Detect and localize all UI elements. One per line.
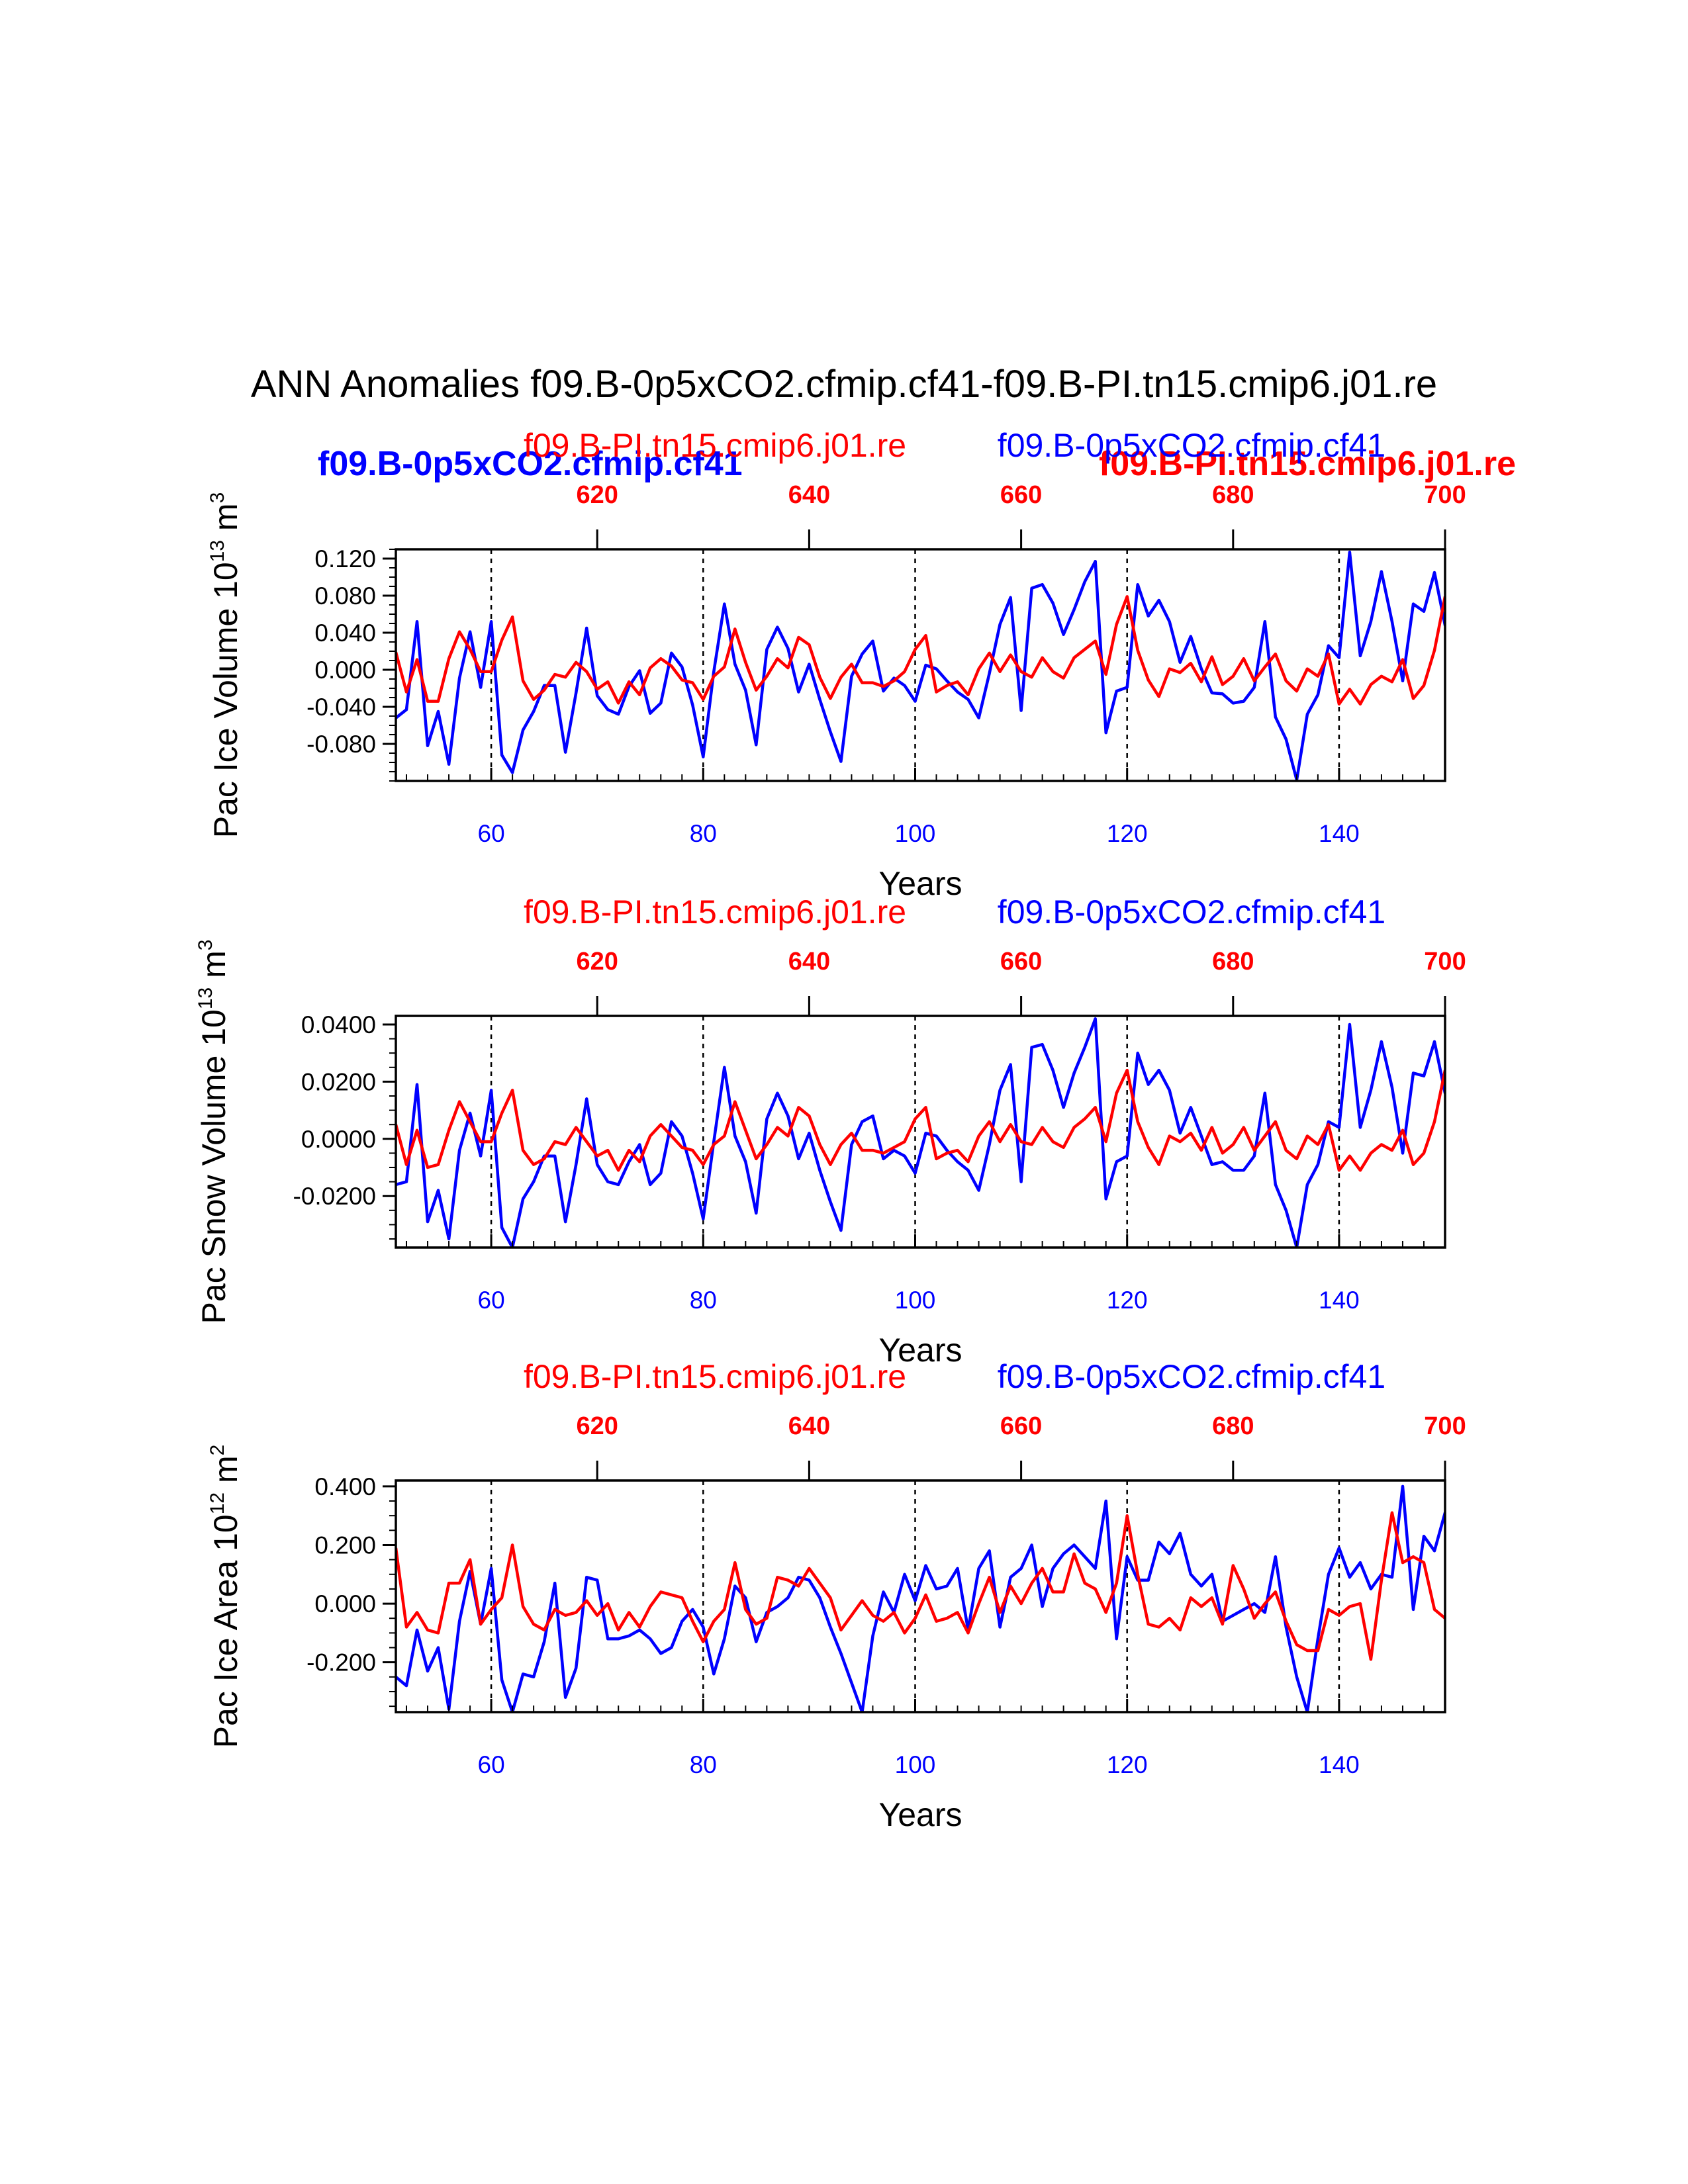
plot-frame [395, 1479, 1446, 1713]
figure-title: ANN Anomalies f09.B-0p5xCO2.cfmip.cf41-f… [251, 363, 1437, 406]
overlay-label-red: f09.B-PI.tn15.cmip6.j01.re [1099, 445, 1516, 483]
xtick-top-label: 660 [1000, 948, 1042, 976]
xtick-bottom-label: 120 [1107, 1751, 1148, 1778]
y-axis-label: Pac Ice Area 1012 m2 [207, 1445, 244, 1749]
xtick-bottom-label: 60 [478, 1287, 505, 1314]
xtick-top-label: 620 [576, 1412, 618, 1440]
xtick-bottom-label: 140 [1319, 1287, 1360, 1314]
xtick-bottom-label: 140 [1319, 820, 1360, 847]
xtick-top-label: 680 [1212, 481, 1254, 509]
ytick-label: -0.0200 [293, 1183, 377, 1210]
xtick-bottom-label: 120 [1107, 1287, 1148, 1314]
caption-left: f09.B-PI.tn15.cmip6.j01.re [524, 1358, 906, 1395]
xtick-top-label: 700 [1424, 948, 1466, 976]
panel-ice_area: -0.200 0.000 0.200 0.400 60 80 100 120 140 620 640… [207, 1358, 1466, 1833]
panels: -0.080 -0.040 0.000 0.040 0.080 0.120 60 80 100 1… [195, 427, 1466, 1833]
ytick-label: 0.000 [314, 657, 376, 684]
overlay-label-blue: f09.B-0p5xCO2.cfmip.cf41 [318, 445, 743, 483]
caption-left: f09.B-PI.tn15.cmip6.j01.re [524, 893, 906, 931]
xtick-top-label: 640 [788, 1412, 830, 1440]
xtick-bottom-label: 60 [478, 820, 505, 847]
xtick-top-label: 680 [1212, 948, 1254, 976]
y-axis-label: Pac Snow Volume 1013 m3 [195, 940, 232, 1324]
ytick-label: 0.040 [314, 619, 376, 647]
y-axis-label: Pac Ice Volume 1013 m3 [207, 492, 244, 839]
ytick-label: -0.080 [306, 731, 376, 758]
xtick-top-label: 620 [576, 481, 618, 509]
xtick-bottom-label: 80 [690, 1287, 717, 1314]
series-red-line [396, 1068, 1445, 1172]
xtick-bottom-label: 60 [478, 1751, 505, 1778]
xtick-bottom-label: 140 [1319, 1751, 1360, 1778]
x-axis-label: Years [878, 865, 962, 902]
xtick-top-label: 660 [1000, 1412, 1042, 1440]
panel-snow_volume: -0.0200 0.0000 0.0200 0.0400 60 80 100 120 140 62… [195, 893, 1466, 1369]
xtick-bottom-label: 80 [690, 820, 717, 847]
series-red-line [396, 1511, 1445, 1661]
xtick-top-label: 700 [1424, 481, 1466, 509]
plot-frame [395, 1015, 1446, 1249]
xtick-top-label: 680 [1212, 1412, 1254, 1440]
x-axis-label: Years [878, 1332, 962, 1369]
ytick-label: -0.200 [306, 1649, 376, 1676]
ytick-label: 0.0400 [301, 1011, 376, 1038]
caption-right: f09.B-0p5xCO2.cfmip.cf41 [998, 893, 1385, 931]
ytick-label: 0.080 [314, 582, 376, 610]
x-axis-label: Years [878, 1796, 962, 1833]
series-red-line [396, 595, 1445, 706]
plot-frame [395, 548, 1446, 782]
ytick-label: 0.000 [314, 1590, 376, 1617]
xtick-top-label: 640 [788, 481, 830, 509]
ytick-label: 0.200 [314, 1531, 376, 1559]
xtick-bottom-label: 100 [895, 1751, 936, 1778]
xtick-top-label: 620 [576, 948, 618, 976]
ytick-label: 0.400 [314, 1473, 376, 1500]
ytick-label: 0.0200 [301, 1068, 376, 1095]
ytick-label: 0.0000 [301, 1126, 376, 1153]
ytick-label: 0.120 [314, 545, 376, 572]
series-blue-line [396, 1484, 1445, 1712]
caption-right: f09.B-0p5xCO2.cfmip.cf41 [998, 1358, 1385, 1395]
xtick-top-label: 640 [788, 948, 830, 976]
xtick-bottom-label: 100 [895, 820, 936, 847]
panel-ice_volume: -0.080 -0.040 0.000 0.040 0.080 0.120 60 80 100 1… [207, 427, 1466, 902]
caption-right: f09.B-0p5xCO2.cfmip.cf41 [998, 427, 1385, 464]
xtick-top-label: 700 [1424, 1412, 1466, 1440]
caption-left: f09.B-PI.tn15.cmip6.j01.re [524, 427, 906, 464]
xtick-bottom-label: 120 [1107, 820, 1148, 847]
xtick-top-label: 660 [1000, 481, 1042, 509]
xtick-bottom-label: 100 [895, 1287, 936, 1314]
xtick-bottom-label: 80 [690, 1751, 717, 1778]
ytick-label: -0.040 [306, 694, 376, 721]
